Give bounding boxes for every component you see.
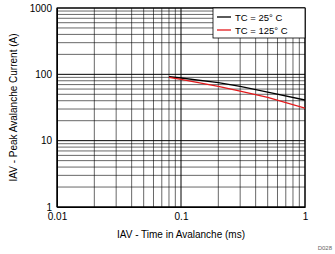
minor-grid-line — [153, 8, 154, 207]
chart: 0.01 0.1 1 1 10 100 1000 TC = 25° C TC = 125° C I… — [0, 0, 335, 254]
minor-grid-line — [131, 8, 132, 207]
series-line — [169, 77, 305, 100]
tick-label: 10 — [41, 135, 53, 146]
minor-grid-line — [168, 8, 169, 207]
legend-swatch — [217, 29, 231, 30]
legend-label: TC = 25° C — [235, 12, 282, 23]
series-line — [169, 77, 305, 108]
minor-grid-line — [161, 8, 162, 207]
minor-grid-line — [94, 8, 95, 207]
x-axis: 0.01 0.1 1 — [48, 207, 309, 222]
legend: TC = 25° C TC = 125° C — [213, 8, 305, 38]
plot-frame — [57, 8, 305, 207]
legend-label: TC = 125° C — [235, 25, 288, 36]
figure-id: D028 — [318, 245, 333, 251]
minor-grid-line — [143, 8, 144, 207]
grid-line — [181, 8, 182, 207]
tick-label: 1000 — [30, 3, 53, 14]
grid — [57, 8, 305, 207]
legend-swatch — [217, 16, 231, 17]
tick: 100 — [35, 69, 57, 80]
minor-grid-line — [175, 8, 176, 207]
tick: 10 — [41, 135, 57, 146]
tick-label: 1 — [46, 202, 52, 213]
tick: 1 — [303, 207, 309, 222]
tick-label: 0.01 — [48, 211, 68, 222]
x-axis-title: IAV - Time in Avalanche (ms) — [117, 229, 245, 240]
y-axis: 1 10 100 1000 — [30, 3, 58, 213]
tick-label: 100 — [35, 69, 52, 80]
minor-grid-line — [116, 8, 117, 207]
y-axis-title: IAV - Peak Avalanche Current (A) — [8, 33, 19, 181]
plot: 0.01 0.1 1 1 10 100 1000 TC = 25° C TC = 125° C — [30, 3, 309, 222]
tick-label: 1 — [303, 211, 309, 222]
tick: 1000 — [30, 3, 57, 14]
tick-label: 0.1 — [175, 211, 189, 222]
grid-line — [57, 140, 305, 141]
legend-box — [213, 8, 305, 38]
grid-line — [57, 74, 305, 75]
tick: 0.1 — [175, 207, 189, 222]
tick: 1 — [46, 202, 57, 213]
series-lines — [169, 77, 305, 108]
